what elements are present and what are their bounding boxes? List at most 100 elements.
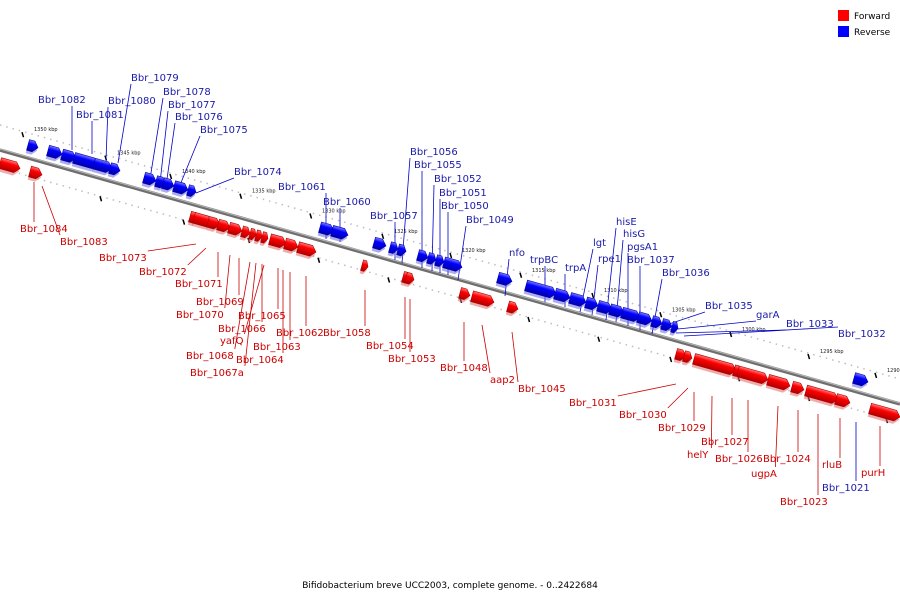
gene-label-bbr-1074[interactable]: Bbr_1074 — [234, 167, 282, 178]
gene-arrow-trpa[interactable] — [552, 287, 572, 306]
gene-arrow-bbr-1030[interactable] — [681, 350, 694, 367]
gene-arrow-bbr-1023[interactable] — [803, 384, 840, 408]
gene-label-bbr-1021[interactable]: Bbr_1021 — [822, 483, 870, 494]
gene-label-bbr-1062[interactable]: Bbr_1062 — [276, 328, 324, 339]
gene-label-bbr-1050[interactable]: Bbr_1050 — [441, 201, 489, 212]
gene-label-bbr-1035[interactable]: Bbr_1035 — [705, 301, 753, 312]
gene-label-bbr-1049[interactable]: Bbr_1049 — [466, 215, 514, 226]
gene-arrow-bbr-1082[interactable] — [45, 144, 64, 162]
gene-arrow-bbr-1055[interactable] — [415, 249, 430, 266]
gene-label-bbr-1058[interactable]: Bbr_1058 — [323, 328, 371, 339]
gene-arrow-bbr-1071[interactable] — [215, 218, 232, 236]
gene-label-bbr-1073[interactable]: Bbr_1073 — [99, 253, 147, 264]
gene-label-purh[interactable]: purH — [861, 468, 885, 479]
gene-label-bbr-1048[interactable]: Bbr_1048 — [440, 363, 488, 374]
gene-arrow-bbr-1053[interactable] — [403, 271, 416, 288]
gene-arrow-block-d[interactable] — [185, 184, 198, 201]
gene-label-bbr-1055[interactable]: Bbr_1055 — [414, 160, 462, 171]
gene-label-bbr-1071[interactable]: Bbr_1071 — [175, 279, 223, 290]
gene-label-bbr-1033[interactable]: Bbr_1033 — [786, 319, 834, 330]
gene-arrow-block-f[interactable] — [371, 236, 388, 254]
gene-arrow-hisg[interactable] — [607, 303, 626, 321]
gene-label-bbr-1067a[interactable]: Bbr_1067a — [190, 368, 244, 379]
gene-arrow-block-a[interactable] — [0, 157, 21, 177]
gene-arrow-bbr-1021[interactable] — [851, 372, 870, 390]
gene-arrow-ugpa[interactable] — [765, 374, 792, 394]
gene-label-hise[interactable]: hisE — [616, 217, 637, 228]
gene-label-bbr-1065[interactable]: Bbr_1065 — [238, 311, 286, 322]
gene-arrow-purh[interactable] — [867, 402, 900, 425]
gene-label-bbr-1070[interactable]: Bbr_1070 — [176, 310, 224, 321]
gene-label-bbr-1076[interactable]: Bbr_1076 — [175, 112, 223, 123]
gene-arrow-hise[interactable] — [595, 300, 614, 317]
gene-arrow-bbr-1036[interactable] — [649, 315, 664, 332]
gene-arrow-yafq[interactable] — [259, 231, 270, 247]
gene-label-aap2[interactable]: aap2 — [490, 375, 515, 386]
gene-label-bbr-1052[interactable]: Bbr_1052 — [434, 174, 482, 185]
gene-arrow-bbr-1052[interactable] — [425, 252, 438, 268]
gene-arrow-bbr-1062[interactable] — [295, 241, 318, 261]
gene-label-nfo[interactable]: nfo — [509, 248, 525, 259]
gene-label-gara[interactable]: garA — [756, 310, 780, 321]
gene-arrow-bbr-1070[interactable] — [226, 221, 244, 239]
gene-arrow-pgsa1[interactable] — [619, 306, 642, 326]
gene-arrow-bbr-1073[interactable] — [191, 212, 214, 231]
gene-label-bbr-1080[interactable]: Bbr_1080 — [108, 96, 156, 107]
gene-arrow-nfo[interactable] — [495, 271, 514, 289]
gene-arrow-bbr-1068[interactable] — [247, 227, 258, 243]
gene-arrow-bbr-1081[interactable] — [59, 148, 78, 166]
gene-label-bbr-1075[interactable]: Bbr_1075 — [200, 125, 248, 136]
gene-arrow-bbr-1024[interactable] — [789, 380, 806, 398]
gene-label-bbr-1027[interactable]: Bbr_1027 — [701, 437, 749, 448]
gene-label-bbr-1036[interactable]: Bbr_1036 — [662, 268, 710, 279]
gene-label-ugpa[interactable]: ugpA — [751, 469, 777, 480]
gene-label-bbr-1084[interactable]: Bbr_1084 — [20, 224, 68, 235]
gene-label-hisg[interactable]: hisG — [623, 229, 645, 240]
gene-arrow-bbr-1076[interactable] — [160, 177, 176, 195]
gene-arrow-trpbc[interactable] — [523, 279, 558, 302]
gene-arrow-rlub[interactable] — [833, 393, 852, 411]
gene-label-bbr-1029[interactable]: Bbr_1029 — [658, 423, 706, 434]
gene-label-bbr-1079[interactable]: Bbr_1079 — [131, 73, 179, 84]
gene-label-bbr-1051[interactable]: Bbr_1051 — [439, 188, 487, 199]
gene-arrow-bbr-1056[interactable] — [395, 243, 408, 260]
gene-arrow-bbr-1067a[interactable] — [253, 229, 264, 245]
gene-arrow-bbr-1027[interactable] — [735, 365, 770, 388]
gene-label-lgt[interactable]: lgt — [593, 238, 606, 249]
gene-arrow-bbr-1031[interactable] — [673, 348, 688, 364]
gene-label-bbr-1032[interactable]: Bbr_1032 — [838, 329, 886, 340]
gene-arrow-lgt[interactable] — [567, 292, 588, 311]
gene-label-bbr-1024[interactable]: Bbr_1024 — [763, 454, 811, 465]
gene-label-bbr-1056[interactable]: Bbr_1056 — [410, 147, 458, 158]
gene-arrow-bbr-1072[interactable] — [205, 216, 222, 233]
gene-arrow-bbr-1065[interactable] — [267, 233, 288, 252]
gene-arrow-aap2[interactable] — [469, 290, 496, 311]
gene-arrow-bbr-1084[interactable] — [27, 165, 44, 183]
gene-arrow-bbr-1057[interactable] — [387, 241, 400, 258]
gene-label-rpe1[interactable]: rpe1 — [598, 254, 621, 265]
gene-label-bbr-1081[interactable]: Bbr_1081 — [76, 110, 124, 121]
gene-label-bbr-1030[interactable]: Bbr_1030 — [619, 410, 667, 421]
gene-label-bbr-1078[interactable]: Bbr_1078 — [163, 87, 211, 98]
gene-label-bbr-1061[interactable]: Bbr_1061 — [278, 182, 326, 193]
gene-label-bbr-1069[interactable]: Bbr_1069 — [196, 297, 244, 308]
gene-label-bbr-1060[interactable]: Bbr_1060 — [323, 197, 371, 208]
gene-label-bbr-1077[interactable]: Bbr_1077 — [168, 100, 216, 111]
gene-arrow-rpe1[interactable] — [583, 296, 600, 314]
gene-arrow-bbr-1037[interactable] — [635, 311, 654, 329]
gene-arrow-bbr-1035[interactable] — [659, 318, 674, 335]
gene-label-bbr-1045[interactable]: Bbr_1045 — [518, 384, 566, 395]
gene-label-rlub[interactable]: rluB — [822, 460, 842, 471]
gene-arrow-bbr-1061[interactable] — [317, 221, 336, 239]
gene-label-bbr-1037[interactable]: Bbr_1037 — [627, 255, 675, 266]
gene-label-trpa[interactable]: trpA — [565, 263, 586, 274]
gene-label-pgsa1[interactable]: pgsA1 — [627, 242, 658, 253]
gene-label-yafq[interactable]: yafQ — [220, 336, 244, 347]
gene-arrow-bbr-1069[interactable] — [239, 225, 252, 242]
gene-label-bbr-1063[interactable]: Bbr_1063 — [253, 342, 301, 353]
gene-label-bbr-1031[interactable]: Bbr_1031 — [569, 398, 617, 409]
gene-arrow-bbr-1050[interactable] — [441, 256, 464, 276]
gene-label-bbr-1064[interactable]: Bbr_1064 — [236, 355, 284, 366]
gene-label-bbr-1026[interactable]: Bbr_1026 — [715, 454, 763, 465]
gene-arrow-gara[interactable] — [669, 320, 680, 336]
